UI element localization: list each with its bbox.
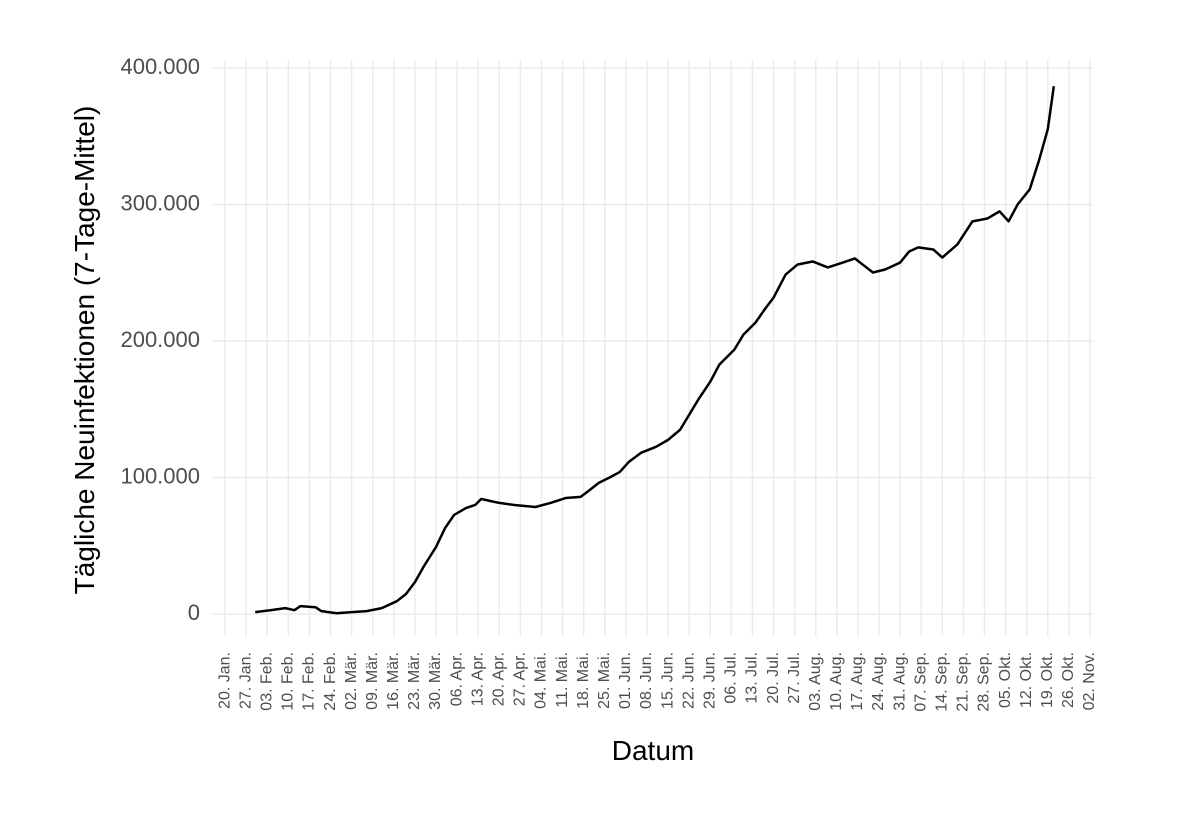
x-tick-label: 18. Mai. (575, 652, 592, 709)
x-tick-label: 29. Jun. (701, 652, 718, 709)
x-tick-label: 19. Okt. (1039, 652, 1056, 708)
x-tick-label: 23. Mär. (406, 652, 423, 710)
x-tick-label: 05. Okt. (997, 652, 1014, 708)
x-tick-label: 07. Sep. (912, 652, 929, 712)
x-tick-label: 24. Aug. (870, 652, 887, 711)
x-tick-label: 03. Feb. (258, 652, 275, 711)
x-tick-label: 09. Mär. (364, 652, 381, 710)
x-tick-label: 02. Mär. (343, 652, 360, 710)
x-tick-label: 16. Mär. (385, 652, 402, 710)
x-tick-label: 31. Aug. (891, 652, 908, 711)
x-tick-label: 21. Sep. (955, 652, 972, 712)
x-tick-label: 26. Okt. (1060, 652, 1077, 708)
x-tick-label: 20. Jan. (216, 652, 233, 709)
x-tick-label: 06. Jul. (723, 652, 740, 704)
x-tick-label: 10. Feb. (280, 652, 297, 711)
y-tick-label: 200.000 (120, 327, 200, 352)
x-tick-label: 10. Aug. (828, 652, 845, 711)
x-tick-label: 15. Jun. (659, 652, 676, 709)
y-axis-title: Tägliche Neuinfektionen (7-Tage-Mittel) (69, 106, 100, 595)
x-tick-label: 22. Jun. (680, 652, 697, 709)
x-tick-label: 12. Okt. (1018, 652, 1035, 708)
x-axis-title: Datum (612, 735, 694, 766)
x-tick-label: 20. Jul. (765, 652, 782, 704)
x-tick-label: 27. Jan. (237, 652, 254, 709)
x-tick-label: 30. Mär. (427, 652, 444, 710)
x-tick-label: 28. Sep. (976, 652, 993, 712)
x-tick-label: 25. Mai. (596, 652, 613, 709)
x-tick-label: 14. Sep. (934, 652, 951, 712)
x-tick-label: 02. Nov. (1081, 652, 1098, 710)
x-tick-label: 17. Aug. (849, 652, 866, 711)
x-tick-label: 17. Feb. (301, 652, 318, 711)
x-tick-label: 27. Apr. (512, 652, 529, 706)
x-tick-label: 01. Jun. (617, 652, 634, 709)
x-tick-label: 11. Mai. (554, 652, 571, 708)
x-tick-label: 06. Apr. (448, 652, 465, 706)
x-tick-label: 13. Jul. (744, 652, 761, 704)
x-tick-label: 04. Mai. (533, 652, 550, 709)
x-tick-label: 03. Aug. (807, 652, 824, 711)
y-tick-label: 0 (188, 600, 200, 625)
y-tick-label: 400.000 (120, 54, 200, 79)
x-tick-label: 20. Apr. (491, 652, 508, 706)
x-tick-label: 24. Feb. (322, 652, 339, 711)
line (255, 86, 1056, 615)
x-tick-label: 08. Jun. (638, 652, 655, 709)
x-tick-label: 27. Jul. (786, 652, 803, 704)
x-tick-label: 13. Apr. (469, 652, 486, 706)
y-tick-label: 300.000 (120, 190, 200, 215)
y-tick-label: 100.000 (120, 463, 200, 488)
